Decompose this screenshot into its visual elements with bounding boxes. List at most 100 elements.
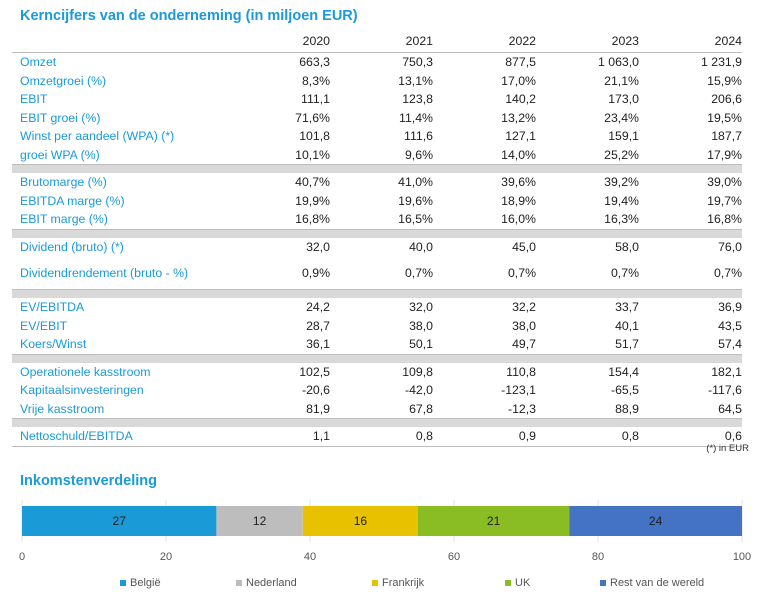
cell-value: 24,2 [306, 300, 330, 315]
cell-value: 76,0 [718, 239, 742, 254]
cell-value: 49,7 [512, 337, 536, 352]
divider [12, 164, 742, 165]
bar-segment [569, 506, 742, 536]
cell-value: -65,5 [610, 383, 639, 398]
data-label: 21 [487, 514, 501, 528]
divider [12, 52, 742, 53]
cell-value: 45,0 [512, 239, 536, 254]
cell-value: 123,8 [402, 92, 433, 107]
cell-value: 32,0 [306, 239, 330, 254]
cell-value: 11,4% [399, 110, 433, 125]
cell-value: 102,5 [299, 364, 330, 379]
legend-label: België [130, 577, 161, 589]
cell-value: 111,1 [301, 92, 330, 107]
cell-value: 140,2 [505, 92, 536, 107]
bar-segment [216, 506, 303, 536]
legend-swatch [372, 580, 378, 586]
row-label: EV/EBITDA [20, 300, 85, 315]
divider [12, 289, 742, 290]
x-tick-label: 0 [19, 551, 25, 563]
cell-value: 17,9% [707, 147, 742, 162]
cell-value: 88,9 [615, 401, 639, 416]
cell-value: 81,9 [306, 401, 330, 416]
table-row: Nettoschuld/EBITDA 1,1 0,8 0,9 0,8 0,6 [12, 427, 742, 446]
cell-value: 19,4% [604, 193, 639, 208]
table-row: Kapitaalsinvesteringen -20,6 -42,0 -123,1 -6… [12, 381, 742, 400]
footnote: (*) in EUR [706, 443, 749, 454]
group-separator [12, 419, 742, 427]
table-row: EBIT 111,1 123,8 140,2 173,0 206,6 [12, 90, 742, 109]
cell-value: 39,0% [707, 175, 742, 190]
legend-swatch [505, 580, 511, 586]
table-row: Winst per aandeel (WPA) (*) 101,8 111,6 127… [12, 127, 742, 146]
cell-value: 51,7 [615, 337, 639, 352]
data-label: 12 [253, 514, 267, 528]
year-header: 2022 [508, 34, 536, 48]
cell-value: 16,0% [501, 212, 536, 227]
legend-label: Nederland [246, 577, 297, 589]
chart-legend: België Nederland Frankrijk UK Rest van de we… [0, 577, 761, 593]
table-row: groei WPA (%) 10,1% 9,6% 14,0% 25,2% 17,9% [12, 146, 742, 165]
table-row: Brutomarge (%) 40,7% 41,0% 39,6% 39,2% 39,0% [12, 173, 742, 192]
cell-value: 71,6% [295, 110, 330, 125]
table-row: EBIT groei (%) 71,6% 11,4% 13,2% 23,4% 19,5% [12, 109, 742, 128]
cell-value: 16,3% [604, 212, 639, 227]
cell-value: 877,5 [505, 55, 536, 70]
cell-value: 32,2 [512, 300, 536, 315]
row-label: Kapitaalsinvesteringen [20, 383, 144, 398]
row-label: EBIT [20, 92, 48, 107]
legend-swatch [600, 580, 606, 586]
legend-label: Rest van de wereld [610, 577, 705, 589]
cell-value: 8,3% [301, 73, 330, 88]
row-label: Koers/Winst [20, 337, 87, 352]
cell-value: 1 231,9 [700, 55, 742, 70]
divider [12, 418, 742, 419]
cell-value: 39,6% [501, 175, 536, 190]
legend-item: Frankrijk [372, 577, 424, 589]
x-tick-label: 40 [304, 551, 316, 563]
divider [12, 228, 742, 230]
cell-value: 16,5% [398, 212, 433, 227]
cell-value: 110,8 [506, 364, 536, 379]
cell-value: 206,6 [711, 92, 742, 107]
group-separator [12, 165, 742, 173]
row-label: Vrije kasstroom [20, 401, 105, 416]
row-label: EBITDA marge (%) [20, 193, 125, 208]
cell-value: 36,1 [306, 337, 330, 352]
cell-value: 19,7% [707, 193, 742, 208]
legend-label: UK [515, 577, 531, 589]
cell-value: 36,9 [718, 300, 742, 315]
row-label: Nettoschuld/EBITDA [20, 429, 133, 444]
cell-value: 0,8 [621, 429, 639, 444]
bar-segment [302, 506, 418, 536]
cell-value: 10,1% [295, 147, 330, 162]
row-label: Dividendrendement (bruto - %) [20, 265, 189, 280]
cell-value: 43,5 [718, 318, 742, 333]
cell-value: 40,7% [295, 175, 330, 190]
cell-value: 57,4 [718, 337, 742, 352]
cell-value: 750,3 [402, 55, 433, 70]
group-separator [12, 229, 742, 238]
table-row: Omzetgroei (%) 8,3% 13,1% 17,0% 21,1% 15,9% [12, 72, 742, 91]
cell-value: -117,6 [708, 383, 742, 398]
cell-value: 41,0% [398, 175, 433, 190]
legend-item: België [120, 577, 161, 589]
cell-value: 0,7% [507, 265, 536, 280]
cell-value: 33,7 [615, 300, 639, 315]
row-label: EBIT groei (%) [20, 110, 101, 125]
cell-value: 19,5% [707, 110, 742, 125]
row-label: Winst per aandeel (WPA) (*) [20, 129, 175, 144]
cell-value: 0,9 [518, 429, 536, 444]
cell-value: 154,4 [608, 364, 639, 379]
cell-value: 187,7 [711, 129, 742, 144]
cell-value: 111,6 [404, 129, 433, 144]
year-header: 2021 [405, 34, 433, 48]
legend-item: Nederland [236, 577, 297, 589]
data-label: 24 [649, 514, 663, 528]
divider [12, 353, 742, 355]
group-separator [12, 290, 742, 298]
bar-segment [418, 506, 570, 536]
data-label: 27 [113, 514, 127, 528]
cell-value: -20,6 [301, 383, 330, 398]
cell-value: 19,9% [295, 193, 330, 208]
